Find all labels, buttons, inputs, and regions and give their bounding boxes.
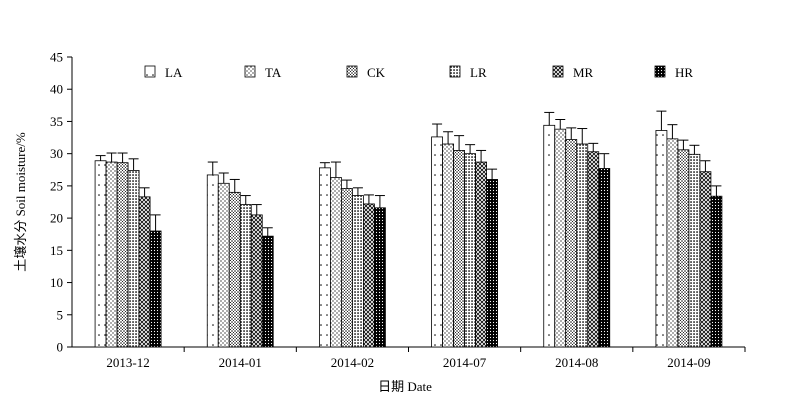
bar-ta [442, 143, 454, 348]
bar-la [94, 160, 107, 348]
bar-mr [250, 214, 263, 348]
bar-mr [363, 203, 375, 348]
bar-ck [677, 149, 690, 348]
legend: LA TA CK LR MR HR [144, 65, 693, 80]
bar-ta [217, 182, 230, 348]
x-tick-label: 2014-08 [555, 355, 598, 370]
x-tick-label: 2014-07 [443, 355, 487, 370]
x-tick-label: 2014-09 [667, 355, 710, 370]
bar-hr [598, 168, 611, 348]
y-tick-label: 35 [50, 114, 63, 129]
legend-label-hr: HR [675, 65, 693, 80]
x-tick-label: 2013-12 [106, 355, 149, 370]
bar-ta [330, 177, 342, 348]
bar-la [431, 136, 443, 348]
x-axis-title: 日期 Date [378, 379, 432, 394]
legend-label-lr: LR [470, 65, 487, 80]
y-tick-label: 25 [50, 178, 63, 193]
y-tick-label: 5 [57, 307, 64, 322]
bar-hr [710, 195, 723, 348]
x-tick-label: 2014-01 [219, 355, 262, 370]
bar-ck [453, 150, 465, 348]
bar-la [543, 124, 556, 348]
y-tick-label: 10 [50, 275, 63, 290]
bar-lr [688, 153, 701, 348]
bar-hr [486, 179, 498, 348]
bar-hr [261, 235, 274, 348]
y-tick-label: 45 [50, 50, 63, 65]
legend-label-ta: TA [265, 65, 282, 80]
bar-ta [666, 138, 679, 348]
legend-label-ck: CK [367, 65, 386, 80]
bar-ck [228, 191, 241, 348]
y-axis-title: 土壤水分 Soil moisture/% [13, 132, 28, 272]
x-tick-label: 2014-02 [331, 355, 374, 370]
bar-ck [116, 162, 129, 348]
legend-swatch-la [144, 65, 156, 78]
y-tick-label: 30 [50, 146, 63, 161]
y-tick-label: 15 [50, 243, 63, 258]
legend-swatch-ck [346, 65, 358, 78]
bar-la [206, 174, 219, 348]
axes: 0 5 10 15 20 25 30 35 40 45 2013-12 2014-01 2014-02 2… [50, 50, 746, 370]
bar-lr [352, 195, 364, 348]
bar-la [655, 130, 668, 348]
legend-swatch-mr [552, 65, 564, 78]
y-tick-label: 40 [50, 82, 63, 97]
bar-ta [554, 128, 567, 348]
bar-lr [127, 170, 140, 348]
bars [94, 110, 723, 348]
y-tick-label: 0 [57, 340, 64, 355]
bar-hr [149, 230, 162, 348]
bar-lr [239, 204, 252, 348]
bar-lr [576, 143, 589, 348]
bar-la [319, 167, 331, 348]
bar-ck [565, 139, 578, 348]
bar-lr [464, 153, 476, 348]
bar-mr [475, 161, 487, 348]
bar-ta [105, 161, 118, 348]
bar-ck [341, 188, 353, 348]
legend-swatch-lr [449, 65, 461, 78]
bar-mr [587, 151, 600, 348]
bar-mr [138, 196, 151, 348]
legend-label-la: LA [165, 65, 183, 80]
bar-hr [374, 207, 386, 348]
bar-mr [699, 171, 712, 348]
y-tick-label: 20 [50, 211, 63, 226]
legend-swatch-hr [654, 65, 666, 78]
legend-label-mr: MR [573, 65, 594, 80]
legend-swatch-ta [244, 65, 256, 78]
